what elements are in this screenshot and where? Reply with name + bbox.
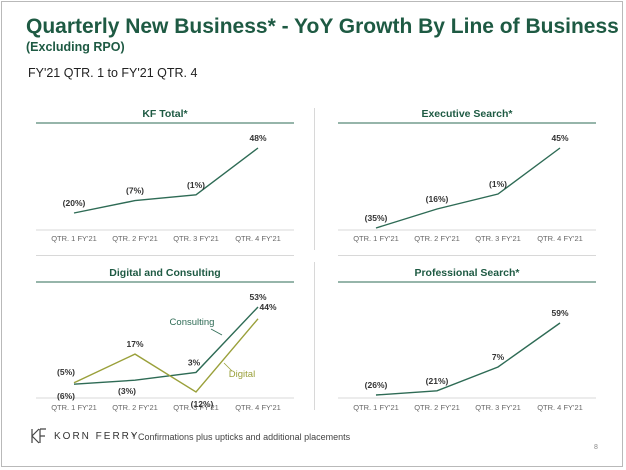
vertical-divider-top xyxy=(314,108,315,250)
x-tick-label: QTR. 3 FY'21 xyxy=(173,234,219,243)
brand-name: KORN FERRY xyxy=(54,430,140,442)
data-label: (1%) xyxy=(187,180,205,190)
horizontal-divider-left xyxy=(36,255,294,256)
data-label: (5%) xyxy=(57,367,75,377)
chart-svg: QTR. 1 FY'21 QTR. 2 FY'21 QTR. 3 FY'21 QTR.… xyxy=(36,122,294,243)
data-label: (35%) xyxy=(365,213,388,223)
chart-executive-search: Executive Search* QTR. 1 FY'21 QTR. 2 FY'… xyxy=(338,108,596,250)
series-line xyxy=(73,147,259,214)
data-label: 53% xyxy=(249,292,266,302)
chart-professional-search: Professional Search* QTR. 1 FY'21 QTR. 2 … xyxy=(338,267,596,415)
chart-kf-total: KF Total* QTR. 1 FY'21 QTR. 2 FY'21 QTR. 3… xyxy=(36,108,294,250)
data-label: 7% xyxy=(492,352,505,362)
period-range: FY'21 QTR. 1 to FY'21 QTR. 4 xyxy=(28,66,198,80)
data-label: (7%) xyxy=(126,186,144,196)
chart-title: Professional Search* xyxy=(414,267,520,279)
chart-title: KF Total* xyxy=(142,108,188,120)
series-line xyxy=(375,322,561,396)
series-label-leader xyxy=(223,362,233,372)
data-label: (21%) xyxy=(426,376,449,386)
x-tick-label: QTR. 4 FY'21 xyxy=(235,403,281,412)
data-label: (16%) xyxy=(426,194,449,204)
data-label: 45% xyxy=(551,133,568,143)
chart-title: Digital and Consulting xyxy=(109,267,221,279)
kf-logo-icon xyxy=(31,428,46,444)
horizontal-divider-right xyxy=(338,255,596,256)
slide-subtitle: (Excluding RPO) xyxy=(26,40,125,54)
x-tick-label: QTR. 1 FY'21 xyxy=(51,403,97,412)
chart-svg: QTR. 1 FY'21 QTR. 2 FY'21 QTR. 3 FY'21 QTR.… xyxy=(338,281,596,412)
footnote: * Confirmations plus upticks and additio… xyxy=(132,432,351,442)
x-tick-label: QTR. 1 FY'21 xyxy=(353,403,399,412)
page-number: 8 xyxy=(594,444,598,451)
series-line xyxy=(73,318,259,393)
x-tick-label: QTR. 4 FY'21 xyxy=(537,234,583,243)
data-label: 17% xyxy=(126,339,143,349)
slide-title: Quarterly New Business* - YoY Growth By … xyxy=(26,15,619,38)
series-line xyxy=(375,147,561,229)
data-label: 44% xyxy=(259,302,276,312)
data-label: (26%) xyxy=(365,380,388,390)
data-label: 48% xyxy=(249,133,266,143)
x-tick-label: QTR. 4 FY'21 xyxy=(235,234,281,243)
series-label-leader xyxy=(210,328,223,336)
x-tick-label: QTR. 1 FY'21 xyxy=(353,234,399,243)
chart-svg: QTR. 1 FY'21 QTR. 2 FY'21 QTR. 3 FY'21 QTR.… xyxy=(36,281,294,412)
series-label-consulting: Consulting xyxy=(170,317,215,328)
chart-svg: QTR. 1 FY'21 QTR. 2 FY'21 QTR. 3 FY'21 QTR.… xyxy=(338,122,596,243)
chart-digital-and-consulting: Digital and Consulting QTR. 1 FY'21 QTR. … xyxy=(36,267,294,415)
data-label: (6%) xyxy=(57,391,75,401)
x-tick-label: QTR. 3 FY'21 xyxy=(475,403,521,412)
x-tick-label: QTR. 3 FY'21 xyxy=(173,403,219,412)
data-label: (12%) xyxy=(191,399,214,409)
data-label: (3%) xyxy=(118,386,136,396)
x-tick-label: QTR. 2 FY'21 xyxy=(414,403,460,412)
x-tick-label: QTR. 1 FY'21 xyxy=(51,234,97,243)
chart-title: Executive Search* xyxy=(421,108,513,120)
data-label: (20%) xyxy=(63,198,86,208)
series-label-digital: Digital xyxy=(229,369,255,380)
vertical-divider-bottom xyxy=(314,262,315,410)
x-tick-label: QTR. 4 FY'21 xyxy=(537,403,583,412)
data-label: (1%) xyxy=(489,179,507,189)
data-label: 59% xyxy=(551,308,568,318)
data-label: 3% xyxy=(188,357,201,367)
x-tick-label: QTR. 2 FY'21 xyxy=(414,234,460,243)
korn-ferry-logo: KORN FERRY xyxy=(30,428,139,444)
x-tick-label: QTR. 2 FY'21 xyxy=(112,403,158,412)
series-line xyxy=(73,306,259,385)
x-tick-label: QTR. 2 FY'21 xyxy=(112,234,158,243)
x-tick-label: QTR. 3 FY'21 xyxy=(475,234,521,243)
